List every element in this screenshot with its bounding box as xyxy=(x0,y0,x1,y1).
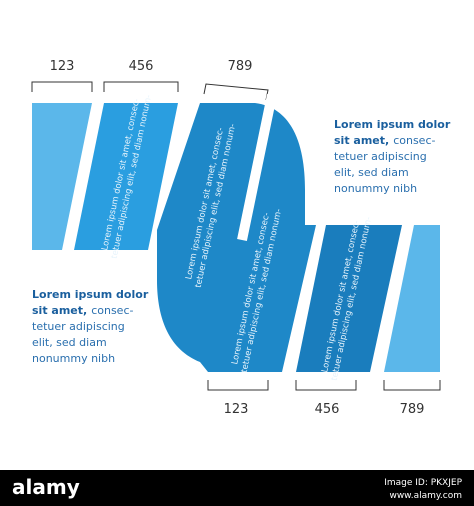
bracket xyxy=(383,380,441,391)
block-title: sit amet, xyxy=(32,304,87,317)
watermark-url: www.alamy.com xyxy=(389,491,462,501)
block-title: sit amet, xyxy=(334,134,389,147)
top-label: 456 xyxy=(129,59,154,74)
top-label: 789 xyxy=(228,59,253,74)
block-body: elit, sed diam xyxy=(32,336,107,349)
watermark-brand: alamy xyxy=(12,475,80,499)
block-body: consec- xyxy=(393,134,435,147)
text-block: Lorem ipsum dolor sit amet, consec- tetue… xyxy=(32,288,149,365)
watermark-bar xyxy=(0,470,474,506)
block-line: sit amet, consec- xyxy=(32,304,133,317)
bottom-label: 789 xyxy=(400,402,425,417)
block-body: elit, sed diam xyxy=(334,166,409,179)
bottom-label: 456 xyxy=(315,402,340,417)
block-body: nonummy nibh xyxy=(334,182,417,195)
block-body: tetuer adipiscing xyxy=(334,150,427,163)
shape xyxy=(384,225,440,372)
text-block: Lorem ipsum dolor sit amet, consec- tetue… xyxy=(334,118,451,195)
shape xyxy=(74,103,178,250)
bracket xyxy=(103,81,179,92)
block-body: nonummy nibh xyxy=(32,352,115,365)
block-body: consec- xyxy=(91,304,133,317)
shape xyxy=(296,225,402,372)
bracket xyxy=(31,81,93,92)
shape xyxy=(32,103,92,250)
bottom-label: 123 xyxy=(224,402,249,417)
block-title: Lorem ipsum dolor xyxy=(32,288,149,301)
bracket xyxy=(295,380,357,391)
watermark-id: Image ID: PKXJEP xyxy=(384,478,462,488)
bracket xyxy=(203,83,269,101)
gap xyxy=(237,93,277,242)
block-line: sit amet, consec- xyxy=(334,134,435,147)
bracket xyxy=(207,380,269,391)
top-label: 123 xyxy=(50,59,75,74)
shape xyxy=(157,103,316,372)
block-body: tetuer adipiscing xyxy=(32,320,125,333)
block-title: Lorem ipsum dolor xyxy=(334,118,451,131)
